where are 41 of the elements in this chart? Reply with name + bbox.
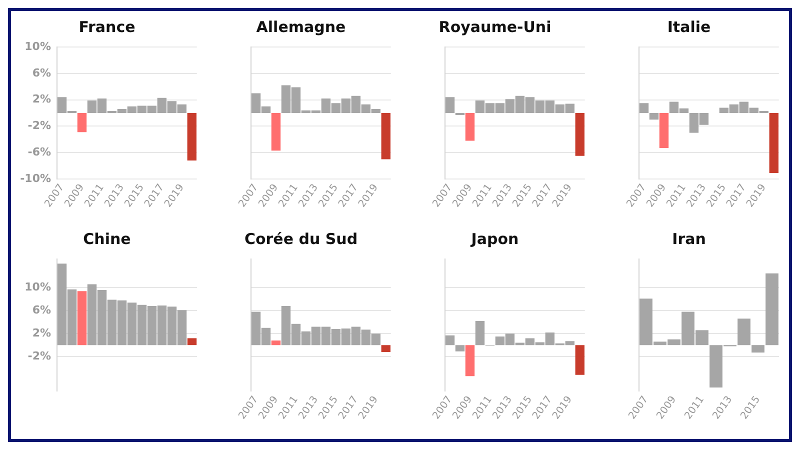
bar — [475, 320, 485, 346]
y-tick-label: -6% — [28, 145, 51, 158]
y-tick-label: 6% — [32, 66, 51, 80]
bar — [381, 345, 390, 352]
chart-title: Chine — [83, 230, 131, 248]
y-tick-label: -2% — [28, 349, 51, 362]
y-tick-label: 2% — [32, 326, 51, 340]
bar — [639, 103, 649, 113]
bar — [465, 345, 475, 376]
y-tick-label: -10% — [20, 172, 51, 185]
bar — [766, 273, 778, 346]
y-tick-label: 2% — [32, 92, 51, 106]
bar — [77, 291, 87, 346]
bar — [455, 345, 465, 352]
chart-title: Corée du Sud — [244, 230, 358, 248]
bar — [575, 345, 584, 375]
chart-title: Italie — [667, 18, 711, 36]
y-tick-label: 10% — [24, 280, 51, 294]
bar — [465, 113, 475, 141]
bar — [738, 318, 750, 346]
bar — [752, 345, 764, 353]
bar — [187, 113, 196, 161]
bar — [445, 97, 455, 113]
chart-title: Allemagne — [256, 18, 346, 36]
bar — [381, 113, 390, 160]
bar — [271, 340, 281, 346]
bar — [649, 113, 659, 120]
chart-title: France — [78, 18, 136, 36]
bar — [77, 113, 87, 132]
chart-title: Iran — [672, 230, 706, 248]
bar — [445, 335, 455, 346]
y-tick-label: 6% — [32, 304, 51, 317]
y-tick-label: -2% — [28, 119, 51, 132]
bar — [271, 113, 281, 151]
bar — [769, 113, 778, 174]
chart-title: Royaume-Uni — [438, 18, 552, 36]
chart-title: Japon — [470, 230, 519, 248]
bar — [575, 113, 584, 156]
bar — [659, 113, 669, 148]
y-tick-label: 10% — [24, 40, 51, 53]
bar — [187, 338, 197, 346]
